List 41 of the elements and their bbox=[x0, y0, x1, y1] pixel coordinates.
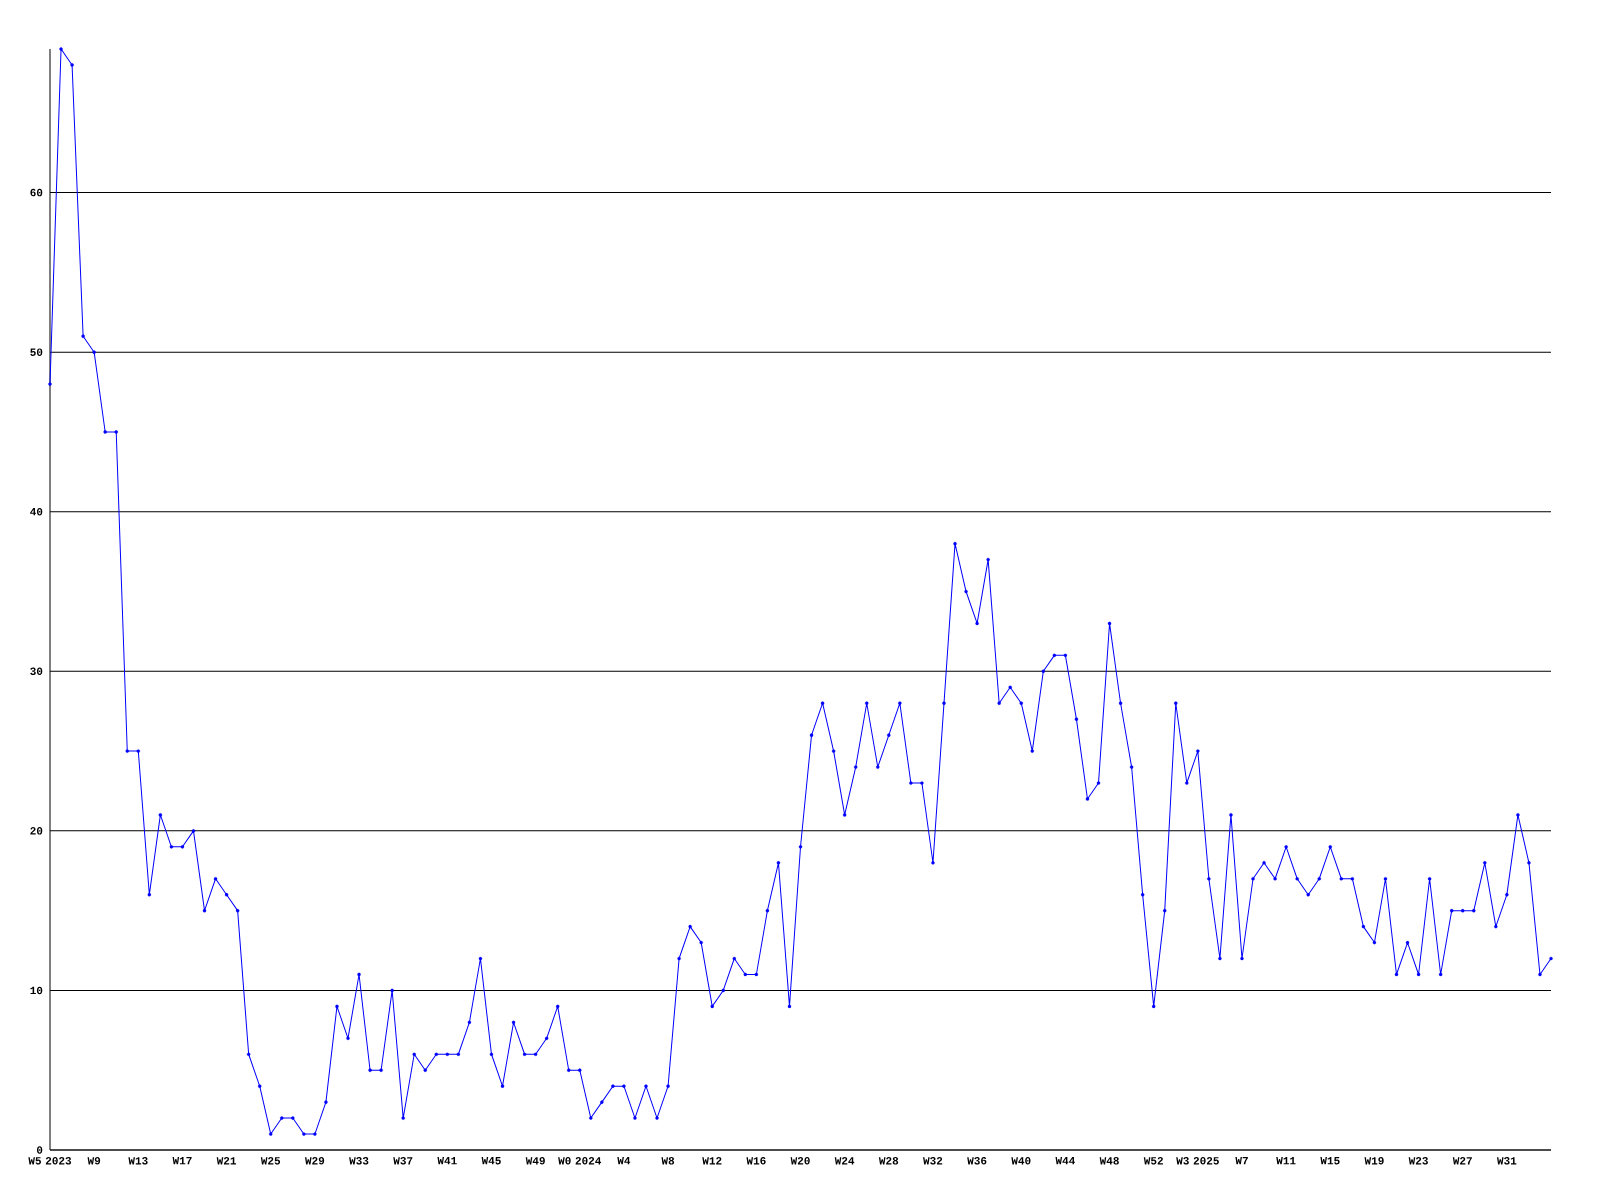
x-tick-label: W12 bbox=[702, 1157, 722, 1165]
x-tick-label: W21 bbox=[216, 1157, 237, 1165]
x-tick-label: W37 bbox=[393, 1157, 413, 1165]
x-tick-label: W4 bbox=[617, 1157, 631, 1165]
x-tick-label: W44 bbox=[1055, 1157, 1075, 1165]
x-tick-label: W5 2023 bbox=[28, 1157, 72, 1165]
x-tick-label: W41 bbox=[437, 1157, 457, 1165]
y-tick-label: 60 bbox=[30, 188, 43, 197]
x-tick-label: W24 bbox=[834, 1157, 855, 1165]
x-tick-label: W11 bbox=[1276, 1157, 1296, 1165]
x-tick-label: W19 bbox=[1364, 1157, 1384, 1165]
x-tick-label: W49 bbox=[525, 1157, 545, 1165]
x-tick-label: W48 bbox=[1099, 1157, 1119, 1165]
x-tick-label: W25 bbox=[260, 1157, 281, 1165]
x-tick-label: W36 bbox=[967, 1157, 987, 1165]
x-tick-label: W16 bbox=[746, 1157, 766, 1165]
x-tick-label: W15 bbox=[1320, 1157, 1340, 1165]
x-tick-label: W45 bbox=[481, 1157, 501, 1165]
x-tick-label: W17 bbox=[172, 1157, 192, 1165]
x-tick-label: W20 bbox=[790, 1157, 810, 1165]
y-tick-label: 50 bbox=[30, 348, 43, 356]
x-tick-label: W13 bbox=[128, 1157, 148, 1165]
y-tick-label: 10 bbox=[30, 986, 43, 995]
y-tick-label: 40 bbox=[30, 507, 43, 516]
x-tick-label: W40 bbox=[1011, 1157, 1031, 1165]
x-tick-label: W3 2025 bbox=[1176, 1157, 1219, 1165]
x-tick-label: W31 bbox=[1496, 1157, 1517, 1165]
x-tick-label: W8 bbox=[661, 1157, 675, 1165]
x-tick-label: W0 2024 bbox=[558, 1157, 602, 1165]
x-tick-label: W9 bbox=[87, 1157, 101, 1165]
x-tick-label: W33 bbox=[349, 1157, 369, 1165]
x-tick-label: W29 bbox=[304, 1157, 325, 1165]
x-tick-label: W52 bbox=[1143, 1157, 1163, 1165]
x-tick-label: W23 bbox=[1408, 1157, 1428, 1165]
y-tick-label: 30 bbox=[30, 667, 43, 676]
y-tick-label: 20 bbox=[30, 827, 43, 835]
y-tick-label: 0 bbox=[36, 1146, 43, 1154]
x-tick-label: W27 bbox=[1452, 1157, 1472, 1165]
x-tick-label: W28 bbox=[878, 1157, 899, 1165]
x-tick-label: W32 bbox=[923, 1157, 943, 1165]
x-tick-label: W7 bbox=[1235, 1157, 1248, 1165]
